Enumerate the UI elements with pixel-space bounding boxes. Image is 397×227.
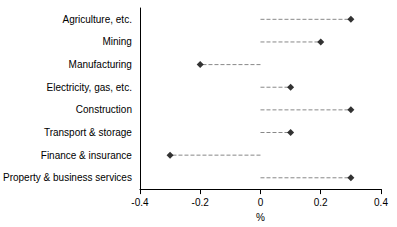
svg-text:Electricity, gas, etc.: Electricity, gas, etc. (47, 82, 132, 93)
svg-text:Agriculture, etc.: Agriculture, etc. (62, 14, 131, 25)
svg-text:Finance & insurance: Finance & insurance (41, 150, 133, 161)
svg-text:Manufacturing: Manufacturing (69, 59, 132, 70)
svg-text:0.2: 0.2 (314, 197, 328, 208)
svg-text:0.4: 0.4 (374, 197, 388, 208)
svg-text:-0.2: -0.2 (192, 197, 210, 208)
svg-text:Property & business services: Property & business services (3, 172, 132, 183)
svg-text:Construction: Construction (76, 104, 132, 115)
svg-text:0: 0 (258, 197, 264, 208)
svg-text:%: % (256, 212, 265, 223)
svg-text:Transport & storage: Transport & storage (44, 127, 132, 138)
svg-text:Mining: Mining (102, 36, 131, 47)
svg-text:-0.4: -0.4 (131, 197, 149, 208)
